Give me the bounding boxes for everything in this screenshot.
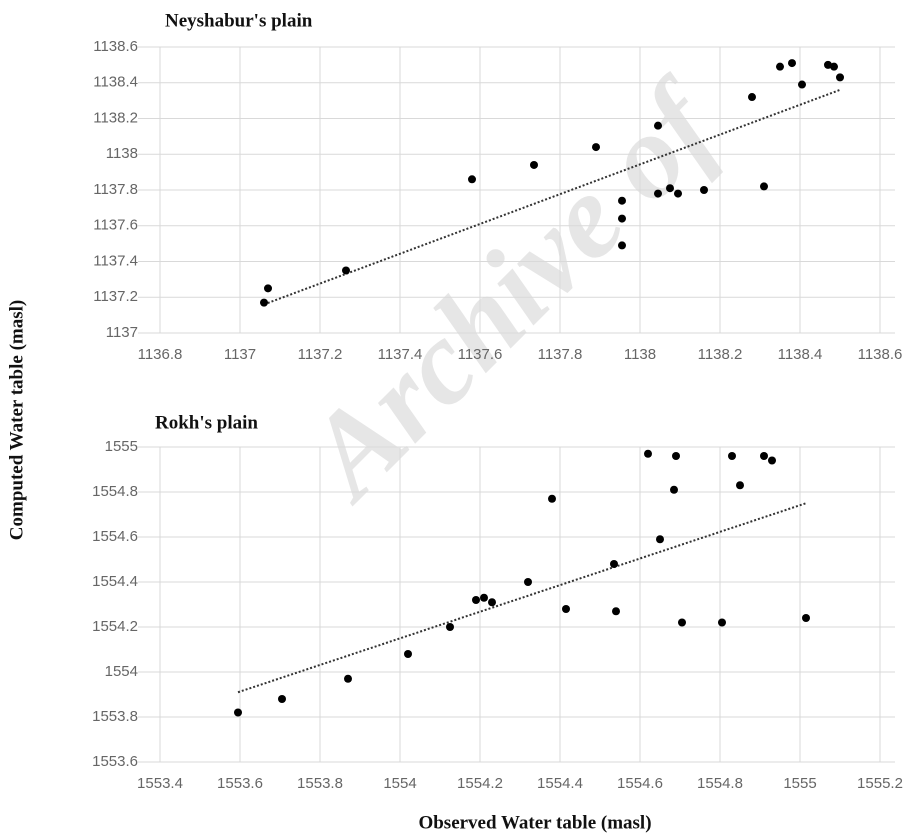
y-tick-label: 1554 [105, 663, 138, 680]
data-point [342, 266, 350, 275]
x-tick-label: 1137.6 [458, 346, 503, 363]
data-point [618, 214, 626, 223]
data-point [530, 160, 538, 169]
x-tick-label: 1137.8 [538, 346, 583, 363]
y-tick-label: 1553.8 [92, 708, 138, 725]
data-point [592, 143, 600, 152]
data-point [718, 618, 726, 627]
data-point [612, 607, 620, 616]
data-point [670, 485, 678, 494]
data-point [798, 80, 806, 89]
x-tick-label: 1553.8 [297, 775, 343, 792]
data-point [666, 184, 674, 193]
y-tick-label: 1554.2 [92, 618, 138, 635]
data-point [548, 494, 556, 503]
x-tick-label: 1138.2 [698, 346, 743, 363]
data-point [404, 650, 412, 658]
data-point [654, 189, 662, 198]
data-point [524, 578, 532, 586]
data-point [836, 73, 844, 82]
x-tick-label: 1554 [383, 775, 416, 792]
data-point [344, 674, 352, 683]
data-point [618, 241, 626, 250]
x-tick-label: 1555.2 [857, 775, 903, 792]
data-point [674, 189, 682, 198]
data-point [654, 121, 662, 130]
data-point [260, 298, 268, 307]
data-point [736, 481, 744, 490]
x-tick-label: 1554.8 [697, 775, 743, 792]
data-point [644, 449, 652, 458]
y-axis-label: Computed Water table (masl) [6, 300, 27, 540]
x-tick-label: 1137.4 [378, 346, 423, 363]
x-tick-label: 1137.2 [298, 346, 343, 363]
x-tick-label: 1554.2 [457, 775, 503, 792]
y-tick-label: 1553.6 [92, 753, 138, 770]
y-tick-label: 1137.2 [93, 288, 138, 305]
x-axis-label: Observed Water table (masl) [418, 812, 651, 833]
data-point [446, 623, 454, 631]
y-tick-label: 1554.4 [92, 573, 138, 590]
x-tick-label: 1555 [783, 775, 816, 792]
trendline [263, 88, 841, 306]
chart-title: Rokh's plain [155, 412, 258, 433]
data-point [728, 452, 736, 460]
y-tick-label: 1138 [106, 145, 138, 162]
data-point [788, 59, 796, 68]
data-point [610, 560, 618, 568]
data-point [802, 614, 810, 622]
y-tick-label: 1137.4 [93, 252, 138, 269]
x-tick-label: 1138.6 [858, 346, 903, 363]
x-tick-label: 1136.8 [138, 346, 183, 363]
y-tick-label: 1554.8 [92, 483, 138, 500]
data-point [760, 182, 768, 191]
data-point [656, 535, 664, 544]
y-tick-label: 1137.8 [93, 181, 138, 198]
data-point [768, 456, 776, 465]
x-tick-label: 1554.4 [537, 775, 583, 792]
y-tick-label: 1554.6 [92, 528, 138, 545]
data-point [700, 186, 708, 194]
x-tick-label: 1138.4 [778, 346, 823, 363]
x-tick-label: 1553.4 [137, 775, 183, 792]
data-point [562, 605, 570, 613]
data-point [824, 60, 832, 69]
data-point [776, 62, 784, 71]
data-point [472, 596, 480, 604]
data-point [278, 695, 286, 703]
y-tick-label: 1138.6 [93, 38, 138, 55]
data-point [488, 598, 496, 607]
data-point [672, 452, 680, 460]
chart-title: Neyshabur's plain [165, 10, 313, 31]
trendline [237, 502, 807, 694]
data-point [468, 175, 476, 184]
x-tick-label: 1137 [224, 346, 256, 363]
data-point [264, 284, 272, 293]
y-tick-label: 1137.6 [93, 217, 138, 234]
data-point [830, 62, 838, 71]
data-point [618, 196, 626, 205]
data-point [678, 618, 686, 627]
y-tick-label: 1138.4 [93, 74, 138, 91]
x-tick-label: 1553.6 [217, 775, 263, 792]
y-tick-label: 1138.2 [93, 109, 138, 126]
data-point [480, 593, 488, 602]
y-tick-label: 1555 [105, 438, 138, 455]
data-point [234, 708, 242, 717]
data-point [760, 452, 768, 460]
x-tick-label: 1554.6 [617, 775, 663, 792]
data-point [748, 93, 756, 102]
x-tick-label: 1138 [624, 346, 656, 363]
y-tick-label: 1137 [106, 324, 138, 341]
